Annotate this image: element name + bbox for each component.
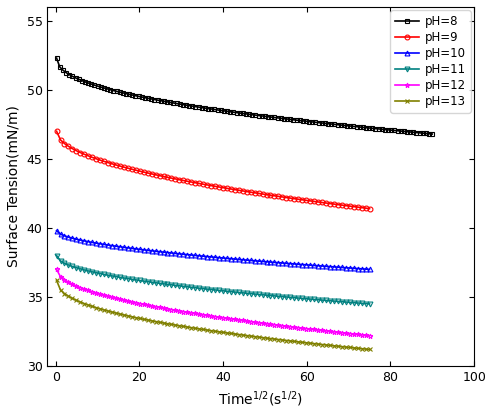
pH=13	[256, 334, 262, 339]
pH=11	[268, 293, 274, 298]
pH=13	[192, 326, 198, 331]
pH=10	[244, 258, 249, 262]
pH=8	[262, 114, 268, 119]
X-axis label: Time$^{1/2}$(s$^{1/2}$): Time$^{1/2}$(s$^{1/2}$)	[218, 389, 303, 409]
pH=8	[351, 124, 356, 129]
Line: pH=8: pH=8	[54, 56, 435, 136]
pH=8	[313, 120, 318, 125]
pH=10	[268, 260, 274, 265]
pH=9	[244, 189, 249, 194]
pH=11	[256, 292, 262, 297]
pH=8	[429, 131, 435, 136]
Line: pH=12: pH=12	[54, 267, 372, 338]
pH=8	[417, 130, 423, 135]
pH=13	[54, 278, 60, 283]
pH=12	[268, 322, 274, 327]
pH=11	[331, 299, 337, 304]
pH=9	[240, 188, 246, 193]
pH=10	[331, 265, 337, 270]
pH=9	[268, 193, 274, 198]
pH=13	[240, 332, 246, 337]
pH=11	[192, 285, 198, 290]
pH=11	[54, 253, 60, 258]
pH=8	[54, 56, 60, 61]
pH=13	[367, 347, 373, 352]
pH=10	[192, 253, 198, 258]
pH=13	[244, 333, 249, 338]
pH=11	[367, 301, 373, 306]
pH=12	[192, 311, 198, 316]
pH=10	[256, 259, 262, 264]
pH=13	[268, 336, 274, 341]
pH=9	[54, 129, 60, 134]
Line: pH=9: pH=9	[54, 129, 372, 211]
pH=11	[240, 290, 246, 295]
pH=8	[155, 98, 161, 103]
pH=8	[133, 93, 139, 98]
pH=9	[331, 202, 337, 207]
Line: pH=13: pH=13	[54, 278, 372, 352]
pH=12	[240, 318, 246, 323]
pH=11	[244, 291, 249, 296]
pH=12	[256, 320, 262, 325]
Line: pH=11: pH=11	[54, 253, 372, 306]
pH=10	[54, 228, 60, 233]
pH=12	[367, 333, 373, 338]
pH=9	[192, 180, 198, 185]
pH=13	[331, 343, 337, 348]
Line: pH=10: pH=10	[54, 228, 372, 272]
pH=9	[367, 206, 373, 211]
pH=10	[240, 257, 246, 262]
Legend: pH=8, pH=9, pH=10, pH=11, pH=12, pH=13: pH=8, pH=9, pH=10, pH=11, pH=12, pH=13	[390, 10, 471, 113]
Y-axis label: Surface Tension(mN/m): Surface Tension(mN/m)	[7, 106, 21, 267]
pH=12	[331, 329, 337, 334]
pH=12	[54, 267, 60, 272]
pH=9	[256, 191, 262, 196]
pH=10	[367, 267, 373, 272]
pH=12	[244, 319, 249, 324]
